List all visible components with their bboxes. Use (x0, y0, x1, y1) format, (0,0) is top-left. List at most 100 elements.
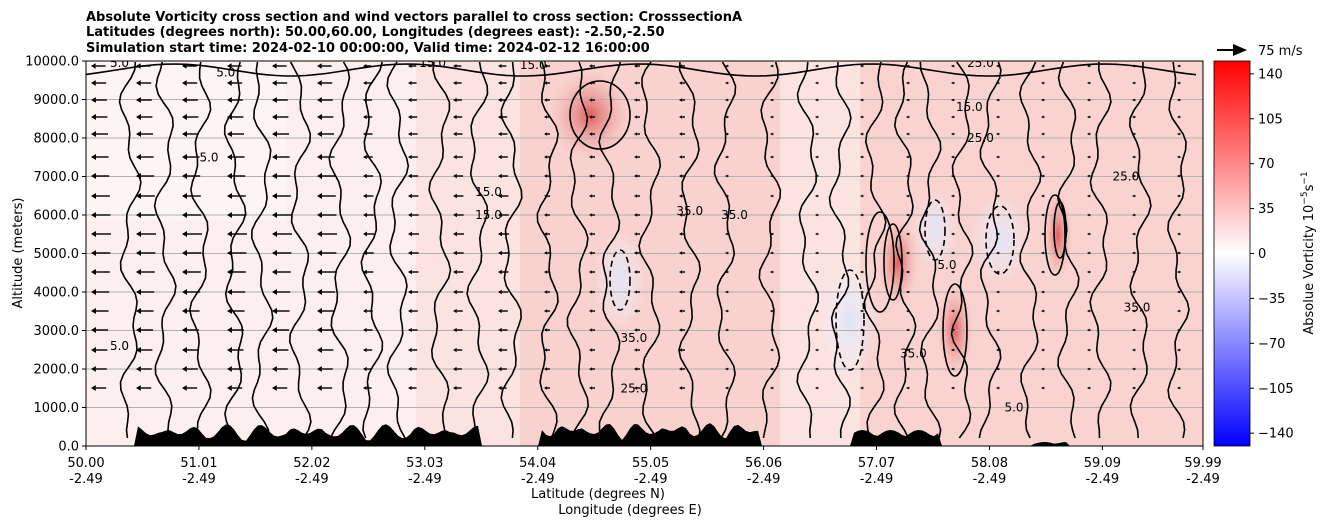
wind-arrow (1041, 194, 1045, 198)
wind-arrow-head (363, 289, 367, 295)
wind-arrow (1177, 98, 1181, 102)
wind-arrow-head (634, 213, 638, 217)
title-line-2: Latitudes (degrees north): 50.00,60.00, … (86, 25, 665, 40)
wind-arrow (589, 174, 595, 178)
wind-arrow-head (544, 270, 548, 274)
contour-label: 25.0 (621, 381, 648, 395)
wind-arrow (860, 232, 864, 236)
wind-arrow-head (589, 98, 593, 102)
wind-arrow (1087, 81, 1091, 85)
wind-arrow-head (679, 309, 683, 313)
wind-arrow-head (1132, 194, 1135, 198)
wind-arrow (1087, 132, 1091, 136)
contour-line (466, 61, 490, 439)
wind-arrow (860, 64, 864, 68)
wind-arrow (860, 348, 864, 352)
wind-arrow-head (679, 367, 683, 371)
wind-arrow-head (860, 98, 863, 102)
wind-arrow-head (408, 366, 412, 372)
wind-arrow-head (951, 386, 954, 390)
wind-arrow-head (725, 348, 728, 352)
wind-arrow-head (770, 367, 773, 371)
wind-arrow-head (1132, 309, 1135, 313)
wind-arrow (408, 114, 418, 120)
wind-arrow-head (227, 250, 232, 256)
wind-arrow (453, 231, 464, 237)
wind-arrow (182, 269, 201, 275)
wind-arrow (725, 155, 729, 159)
wind-arrow-head (815, 115, 818, 119)
wind-arrow (363, 327, 373, 333)
wind-arrow (272, 154, 290, 160)
wind-arrow-head (679, 155, 683, 159)
contour-line (428, 61, 452, 439)
wind-arrow-head (363, 269, 367, 275)
wind-arrow (1041, 232, 1045, 236)
wind-arrow (1177, 251, 1181, 255)
wind-arrow (1132, 155, 1136, 159)
wind-arrow (272, 231, 292, 237)
wind-arrow (498, 193, 509, 199)
wind-arrow-head (996, 174, 999, 178)
wind-arrow-head (634, 367, 638, 371)
wind-arrow-head (136, 385, 141, 391)
wind-arrow (634, 115, 640, 119)
wind-arrow (182, 193, 201, 199)
wind-arrow-head (91, 289, 96, 295)
wind-arrow (91, 250, 111, 256)
wind-arrow-head (91, 308, 96, 314)
wind-arrow (227, 80, 243, 86)
wind-arrow-head (634, 115, 638, 119)
wind-arrow (770, 367, 774, 371)
wind-arrow (136, 131, 153, 137)
wind-arrow-head (1087, 155, 1090, 159)
x-tick-label-lat: 52.02 (293, 456, 330, 471)
wind-arrow-head (272, 289, 277, 295)
wind-arrow-head (544, 194, 548, 198)
wind-arrow (634, 348, 640, 352)
wind-arrow (408, 250, 419, 256)
wind-arrow (136, 212, 156, 218)
wind-arrow (1041, 270, 1045, 274)
y-tick-label: 2000.0 (34, 363, 80, 378)
wind-arrow (906, 213, 910, 217)
wind-arrow (906, 64, 910, 68)
wind-arrow-head (725, 81, 728, 85)
wind-arrow (1132, 348, 1136, 352)
wind-arrow-head (498, 80, 502, 86)
wind-arrow-head (1177, 132, 1180, 136)
wind-arrow (91, 385, 107, 391)
wind-arrow-head (136, 289, 141, 295)
wind-arrow-head (317, 366, 322, 372)
wind-arrow (91, 327, 108, 333)
wind-arrow-head (317, 385, 322, 391)
wind-arrow-head (544, 367, 548, 371)
wind-arrow-head (1087, 328, 1090, 332)
wind-arrow (182, 212, 202, 218)
wind-arrow (679, 132, 685, 136)
wind-arrow-head (136, 154, 141, 160)
wind-arrow (182, 97, 198, 103)
wind-arrow-head (1177, 155, 1180, 159)
wind-arrow-head (91, 63, 96, 69)
wind-arrow-head (453, 347, 457, 353)
wind-arrow-head (1132, 174, 1135, 178)
wind-arrow-head (136, 308, 141, 314)
wind-arrow (1132, 132, 1136, 136)
wind-arrow-head (1041, 155, 1044, 159)
wind-arrow (770, 270, 774, 274)
wind-arrow-head (725, 132, 728, 136)
field-min-1 (820, 260, 880, 380)
wind-arrow-head (996, 386, 999, 390)
wind-arrow (589, 290, 595, 294)
wind-arrow (725, 348, 729, 352)
wind-arrow-head (1087, 132, 1090, 136)
wind-arrow (317, 97, 333, 103)
wind-arrow-head (589, 115, 593, 119)
wind-arrow (408, 289, 419, 295)
wind-arrow (363, 212, 374, 218)
wind-arrow (136, 289, 155, 295)
wind-arrow-head (589, 348, 593, 352)
wind-arrow-head (408, 347, 412, 353)
wind-arrow (725, 290, 729, 294)
